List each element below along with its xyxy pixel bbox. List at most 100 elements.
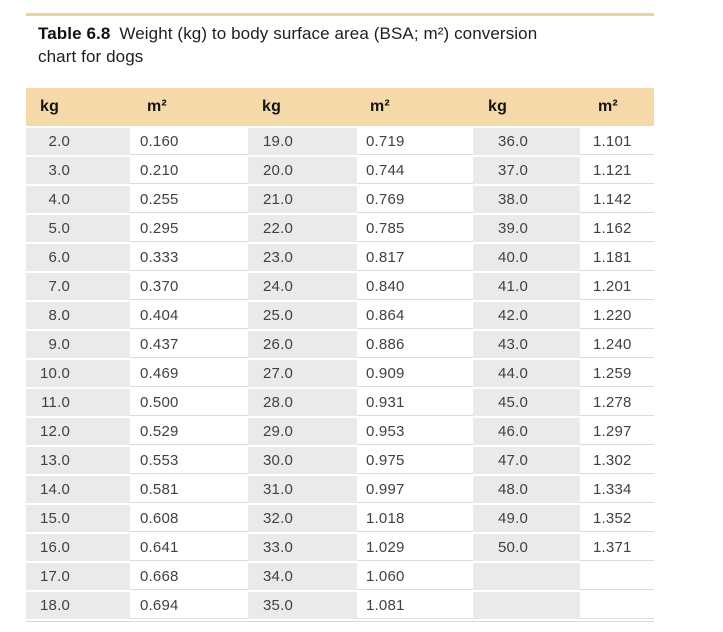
cell-kg: 45.0 [473, 389, 580, 418]
header-cell-m2-2: m² [357, 88, 473, 128]
cell-kg: 8.0 [26, 302, 130, 331]
table-row: 6.0 0.333 23.0 0.817 40.0 1.181 [26, 244, 654, 273]
cell-kg: 35.0 [248, 592, 357, 621]
cell-m2: 0.785 [357, 215, 473, 244]
table-row: 7.0 0.370 24.0 0.840 41.0 1.201 [26, 273, 654, 302]
cell-kg: 30.0 [248, 447, 357, 476]
cell-kg: 15.0 [26, 505, 130, 534]
cell-m2: 0.581 [130, 476, 248, 505]
cell-kg: 3.0 [26, 157, 130, 186]
cell-m2: 0.668 [130, 563, 248, 592]
cell-m2: 0.210 [130, 157, 248, 186]
cell-m2: 1.142 [580, 186, 654, 215]
cell-m2: 1.081 [357, 592, 473, 621]
cell-m2: 0.641 [130, 534, 248, 563]
cell-m2: 0.370 [130, 273, 248, 302]
cell-m2: 0.529 [130, 418, 248, 447]
cell-m2: 1.060 [357, 563, 473, 592]
cell-kg: 22.0 [248, 215, 357, 244]
cell-m2: 1.181 [580, 244, 654, 273]
cell-kg [473, 563, 580, 592]
cell-kg: 40.0 [473, 244, 580, 273]
table-row: 2.0 0.160 19.0 0.719 36.0 1.101 [26, 128, 654, 157]
cell-kg: 41.0 [473, 273, 580, 302]
header-cell-kg-3: kg [473, 88, 580, 128]
cell-kg: 12.0 [26, 418, 130, 447]
header-cell-m2-1: m² [130, 88, 248, 128]
cell-kg: 37.0 [473, 157, 580, 186]
cell-kg: 46.0 [473, 418, 580, 447]
cell-kg: 18.0 [26, 592, 130, 621]
table-row: 16.0 0.641 33.0 1.029 50.0 1.371 [26, 534, 654, 563]
cell-kg: 19.0 [248, 128, 357, 157]
cell-kg: 2.0 [26, 128, 130, 157]
table-row: 14.0 0.581 31.0 0.997 48.0 1.334 [26, 476, 654, 505]
cell-kg: 9.0 [26, 331, 130, 360]
cell-m2: 0.500 [130, 389, 248, 418]
cell-kg: 17.0 [26, 563, 130, 592]
cell-kg: 16.0 [26, 534, 130, 563]
cell-m2: 0.864 [357, 302, 473, 331]
cell-m2: 0.469 [130, 360, 248, 389]
cell-kg: 29.0 [248, 418, 357, 447]
cell-kg: 28.0 [248, 389, 357, 418]
cell-m2: 0.909 [357, 360, 473, 389]
cell-m2: 1.162 [580, 215, 654, 244]
cell-kg: 21.0 [248, 186, 357, 215]
top-rule [26, 13, 654, 16]
cell-kg: 6.0 [26, 244, 130, 273]
cell-kg: 44.0 [473, 360, 580, 389]
cell-kg [473, 592, 580, 621]
cell-kg: 7.0 [26, 273, 130, 302]
cell-kg: 33.0 [248, 534, 357, 563]
cell-m2: 1.334 [580, 476, 654, 505]
cell-m2: 1.029 [357, 534, 473, 563]
cell-kg: 49.0 [473, 505, 580, 534]
bsa-conversion-table: kg m² kg m² kg m² 2.0 0.160 19.0 0.719 36.0 1… [26, 88, 654, 622]
cell-kg: 20.0 [248, 157, 357, 186]
cell-m2: 0.255 [130, 186, 248, 215]
cell-m2 [580, 563, 654, 592]
table-row: 13.0 0.553 30.0 0.975 47.0 1.302 [26, 447, 654, 476]
cell-m2: 0.817 [357, 244, 473, 273]
title-line1: Table 6.8 Weight (kg) to body surface are… [38, 22, 638, 45]
header-cell-kg-2: kg [248, 88, 357, 128]
cell-kg: 5.0 [26, 215, 130, 244]
cell-m2: 0.953 [357, 418, 473, 447]
cell-m2: 0.719 [357, 128, 473, 157]
cell-m2: 1.278 [580, 389, 654, 418]
cell-kg: 43.0 [473, 331, 580, 360]
table-row: 17.0 0.668 34.0 1.060 [26, 563, 654, 592]
cell-kg: 25.0 [248, 302, 357, 331]
cell-kg: 24.0 [248, 273, 357, 302]
cell-kg: 39.0 [473, 215, 580, 244]
cell-kg: 11.0 [26, 389, 130, 418]
cell-m2: 0.553 [130, 447, 248, 476]
cell-m2: 0.694 [130, 592, 248, 621]
cell-kg: 36.0 [473, 128, 580, 157]
cell-m2: 1.371 [580, 534, 654, 563]
cell-m2: 0.769 [357, 186, 473, 215]
table-row: 11.0 0.500 28.0 0.931 45.0 1.278 [26, 389, 654, 418]
cell-m2: 1.259 [580, 360, 654, 389]
cell-kg: 42.0 [473, 302, 580, 331]
table-header-row: kg m² kg m² kg m² [26, 88, 654, 128]
header-cell-kg-1: kg [26, 88, 130, 128]
cell-kg: 32.0 [248, 505, 357, 534]
table-row: 18.0 0.694 35.0 1.081 [26, 592, 654, 621]
table-row: 8.0 0.404 25.0 0.864 42.0 1.220 [26, 302, 654, 331]
cell-m2: 1.240 [580, 331, 654, 360]
title-text: Weight (kg) to body surface area (BSA; m… [119, 24, 538, 43]
cell-m2: 1.297 [580, 418, 654, 447]
header-cell-m2-3: m² [580, 88, 654, 128]
cell-kg: 48.0 [473, 476, 580, 505]
cell-m2: 0.437 [130, 331, 248, 360]
table-title: Table 6.8 Weight (kg) to body surface are… [38, 22, 638, 68]
title-label: Table 6.8 [38, 24, 111, 43]
table-row: 10.0 0.469 27.0 0.909 44.0 1.259 [26, 360, 654, 389]
cell-kg: 31.0 [248, 476, 357, 505]
table-row: 12.0 0.529 29.0 0.953 46.0 1.297 [26, 418, 654, 447]
cell-kg: 10.0 [26, 360, 130, 389]
cell-kg: 34.0 [248, 563, 357, 592]
cell-m2: 0.931 [357, 389, 473, 418]
